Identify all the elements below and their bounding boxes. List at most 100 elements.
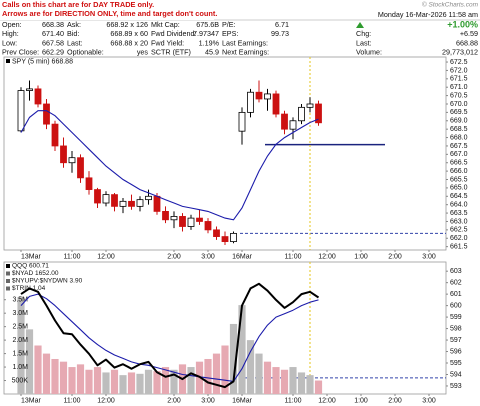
y-tick-label: 664.5: [450, 193, 468, 200]
volume-bar: [51, 358, 59, 394]
y2-tick-label: 3.5M: [12, 297, 28, 304]
volume-bar: [204, 358, 212, 394]
volume-bar: [272, 367, 280, 394]
candle-body: [145, 195, 152, 201]
quote-label: Optionable:: [67, 48, 104, 57]
volume-bar: [306, 375, 314, 394]
y-tick-label: 599: [450, 314, 462, 321]
change-percent: +1.00%: [447, 19, 478, 29]
moving-average: [20, 110, 319, 221]
candle-body: [43, 103, 50, 125]
legend-entry: QQQ 600.71: [12, 263, 49, 270]
volume-bar: [212, 353, 221, 394]
y-tick-label: 670.5: [450, 92, 468, 99]
volume-bar: [280, 369, 289, 394]
legend-swatch: [6, 286, 10, 291]
y-tick-label: 665.5: [450, 176, 468, 183]
candle-body: [34, 88, 42, 105]
note: Arrows are for DIRECTION ONLY, time and …: [2, 9, 217, 18]
legend-swatch: [6, 264, 10, 268]
quote-label: Bid:: [67, 29, 79, 38]
legend-swatch: [6, 59, 10, 63]
candle-body: [306, 103, 314, 108]
quote-label: Mkt Cap:: [151, 20, 180, 29]
y2-tick-label: 1.5M: [12, 350, 28, 357]
volume-bar: [110, 369, 119, 394]
candle-body: [111, 194, 118, 207]
x-tick-label: 2:00: [167, 253, 181, 260]
x-tick-label: 11:00: [285, 253, 302, 260]
y-tick-label: 602: [450, 280, 462, 287]
legend-swatch: [6, 279, 10, 283]
y-tick-label: 667.5: [450, 143, 468, 150]
y-tick-label: 603: [450, 268, 462, 275]
x-tick-label: 16Mar: [232, 253, 253, 260]
quote-value: 1.19%: [199, 38, 220, 47]
y2-tick-label: 3.0M: [12, 310, 28, 317]
y-tick-label: 672.5: [450, 59, 468, 66]
quote-label: Fwd Yield:: [151, 38, 184, 47]
volume-bar: [59, 361, 68, 394]
volume-bar: [297, 372, 306, 394]
up-arrow-icon: [356, 22, 364, 28]
candle-body: [187, 217, 195, 227]
y-tick-label: 672.0: [450, 67, 468, 74]
quote-label: P/E:: [222, 20, 236, 29]
volume-bar: [153, 371, 161, 394]
y-tick-label: 671.5: [450, 76, 468, 83]
candle-body: [204, 221, 212, 231]
candle-body: [102, 194, 110, 204]
y-tick-label: 600: [450, 302, 462, 309]
quote-label: SCTR (ETF): [151, 48, 191, 57]
summary-label: Chg:: [356, 29, 371, 38]
quote-value: 671.40: [42, 29, 64, 38]
volume-bar: [314, 380, 323, 394]
y-tick-label: 598: [450, 325, 462, 332]
candle-body: [119, 200, 127, 207]
candle-body: [26, 88, 33, 91]
candle-body: [128, 200, 135, 207]
quote-value: 662.29: [42, 48, 64, 57]
x-tick-label: 3:00: [201, 253, 215, 260]
x-tick-label: 3:00: [422, 397, 436, 404]
quote-value: 668.92 x 126: [106, 20, 148, 29]
candle-body: [51, 123, 59, 147]
quote-value: 99.73: [271, 29, 289, 38]
summary-label: Volume:: [356, 48, 382, 57]
quote-label: Last Earnings:: [222, 38, 268, 47]
volume-bar: [42, 353, 51, 394]
y-tick-label: 666.0: [450, 168, 468, 175]
y-tick-label: 596: [450, 348, 462, 355]
x-tick-label: 11:00: [64, 397, 81, 404]
x-tick-label: 2:00: [167, 397, 181, 404]
y-tick-label: 669.5: [450, 109, 468, 116]
volume-bar: [68, 367, 76, 394]
candle-body: [255, 91, 263, 100]
quote-label: High:: [2, 29, 19, 38]
x-tick-label: 13Mar: [21, 397, 42, 404]
volume-bar: [161, 367, 170, 394]
y2-tick-label: 1.0M: [12, 364, 28, 371]
candle-body: [153, 195, 161, 212]
volume-bar: [187, 367, 195, 394]
quote-label: Last:: [67, 38, 83, 47]
candle-body: [60, 145, 67, 164]
series-line: [20, 293, 319, 382]
x-tick-label: 2:00: [388, 253, 402, 260]
summary-value: +6.59: [460, 29, 478, 38]
date: Monday 16-Mar-2026 11:58 am: [378, 10, 478, 19]
candle-body: [213, 229, 220, 237]
candle-body: [179, 216, 186, 227]
panel-frame: [3, 56, 447, 251]
y-tick-label: 668.5: [450, 126, 468, 133]
quote-label: Open:: [2, 20, 22, 29]
volume-bar: [17, 297, 25, 394]
x-tick-label: 11:00: [64, 253, 81, 260]
y-tick-label: 662.5: [450, 227, 468, 234]
quote-label: Low:: [2, 38, 17, 47]
volume-bar: [170, 369, 178, 394]
candle-body: [298, 106, 305, 122]
y-tick-label: 601: [450, 291, 462, 298]
volume-bar: [136, 373, 144, 394]
